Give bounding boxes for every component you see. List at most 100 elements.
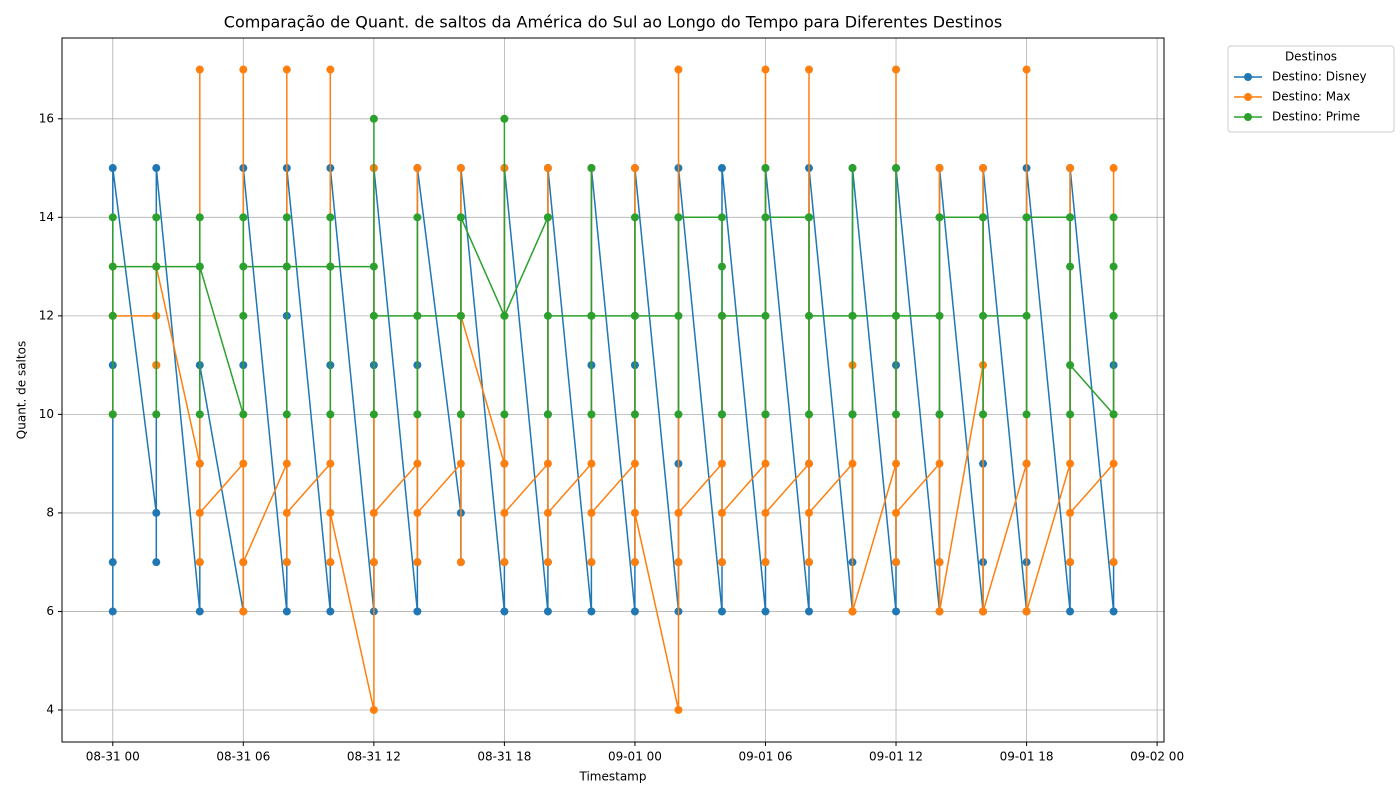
point xyxy=(804,459,813,468)
point xyxy=(892,65,901,74)
point xyxy=(630,607,639,616)
point xyxy=(282,213,291,222)
point xyxy=(935,311,944,320)
point xyxy=(717,164,726,173)
point xyxy=(282,65,291,74)
legend-label: Destino: Max xyxy=(1272,90,1351,104)
point xyxy=(195,213,204,222)
x-tick-label: 09-02 00 xyxy=(1130,750,1184,764)
point xyxy=(804,558,813,567)
point xyxy=(674,213,683,222)
point xyxy=(979,213,988,222)
point xyxy=(195,65,204,74)
point xyxy=(195,558,204,567)
point xyxy=(674,508,683,517)
point xyxy=(1109,558,1118,567)
point xyxy=(761,213,770,222)
point xyxy=(1109,213,1118,222)
point xyxy=(239,410,248,419)
point xyxy=(239,262,248,271)
point xyxy=(587,607,596,616)
point xyxy=(1022,65,1031,74)
point xyxy=(108,410,117,419)
point xyxy=(543,164,552,173)
point xyxy=(369,558,378,567)
point xyxy=(892,607,901,616)
point xyxy=(674,410,683,419)
point xyxy=(500,508,509,517)
x-axis-label: Timestamp xyxy=(579,770,647,784)
point xyxy=(326,65,335,74)
point xyxy=(500,114,509,123)
point xyxy=(500,607,509,616)
point xyxy=(717,508,726,517)
point xyxy=(761,164,770,173)
point xyxy=(413,164,422,173)
point xyxy=(1022,607,1031,616)
x-tick-label: 09-01 00 xyxy=(608,750,662,764)
point xyxy=(413,508,422,517)
point xyxy=(152,558,161,567)
point xyxy=(108,607,117,616)
legend-title: Destinos xyxy=(1285,50,1337,64)
point xyxy=(543,410,552,419)
point xyxy=(326,558,335,567)
point xyxy=(326,262,335,271)
y-axis-label: Quant. de saltos xyxy=(15,341,29,439)
point xyxy=(717,213,726,222)
point xyxy=(717,607,726,616)
point xyxy=(500,558,509,567)
point xyxy=(848,164,857,173)
point xyxy=(369,114,378,123)
point xyxy=(282,558,291,567)
point xyxy=(500,410,509,419)
point xyxy=(500,459,509,468)
point xyxy=(543,508,552,517)
point xyxy=(674,65,683,74)
point xyxy=(630,410,639,419)
point xyxy=(804,311,813,320)
point xyxy=(717,262,726,271)
point xyxy=(369,262,378,271)
point xyxy=(587,508,596,517)
point xyxy=(892,410,901,419)
point xyxy=(1066,459,1075,468)
y-tick-label: 10 xyxy=(39,407,54,421)
point xyxy=(1109,607,1118,616)
point xyxy=(630,164,639,173)
legend-label: Destino: Disney xyxy=(1272,70,1367,84)
point xyxy=(935,558,944,567)
legend-marker xyxy=(1244,93,1252,101)
point xyxy=(282,410,291,419)
point xyxy=(413,459,422,468)
point xyxy=(804,607,813,616)
x-tick-label: 08-31 00 xyxy=(86,750,140,764)
point xyxy=(195,607,204,616)
point xyxy=(1022,459,1031,468)
point xyxy=(195,459,204,468)
point xyxy=(717,410,726,419)
point xyxy=(761,607,770,616)
point xyxy=(979,311,988,320)
point xyxy=(935,607,944,616)
point xyxy=(195,262,204,271)
point xyxy=(587,164,596,173)
point xyxy=(674,558,683,567)
point xyxy=(935,213,944,222)
point xyxy=(979,607,988,616)
point xyxy=(1022,410,1031,419)
point xyxy=(239,65,248,74)
point xyxy=(239,459,248,468)
point xyxy=(543,311,552,320)
point xyxy=(282,262,291,271)
point xyxy=(587,459,596,468)
y-tick-label: 12 xyxy=(39,308,54,322)
point xyxy=(1066,361,1075,370)
point xyxy=(108,558,117,567)
point xyxy=(456,410,465,419)
point xyxy=(1109,311,1118,320)
point xyxy=(108,213,117,222)
point xyxy=(848,410,857,419)
legend-marker xyxy=(1244,73,1252,81)
point xyxy=(935,459,944,468)
